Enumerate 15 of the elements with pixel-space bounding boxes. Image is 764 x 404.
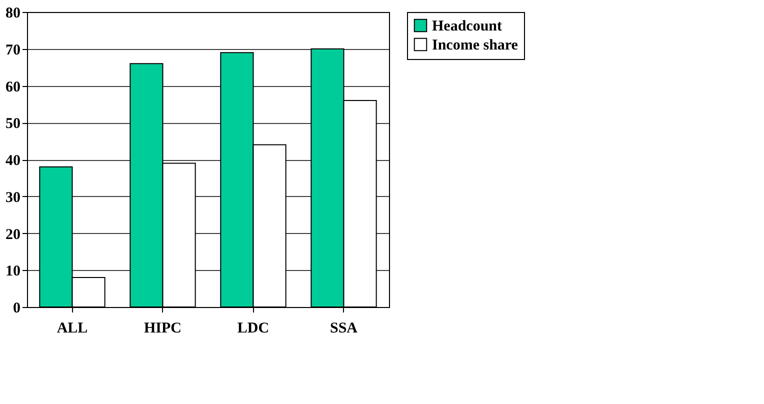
y-tick-label: 50 (6, 116, 20, 132)
y-tick-label: 40 (6, 153, 20, 169)
y-tick-label: 20 (6, 226, 20, 243)
y-tick-label: 70 (6, 42, 20, 58)
x-tick-label: SSA (330, 320, 358, 336)
y-tick-label: 10 (6, 264, 20, 280)
y-tick-label: 60 (6, 79, 20, 96)
legend-label: Headcount (432, 18, 502, 34)
legend-label: Income share (432, 38, 518, 54)
x-tick-label: ALL (56, 320, 88, 336)
x-tick-label: LDC (237, 320, 270, 336)
y-tick-label: 80 (6, 6, 20, 22)
y-tick-label: 30 (6, 190, 20, 206)
y-tick-label: 0 (13, 300, 20, 316)
x-tick-label: HIPC (144, 320, 182, 336)
